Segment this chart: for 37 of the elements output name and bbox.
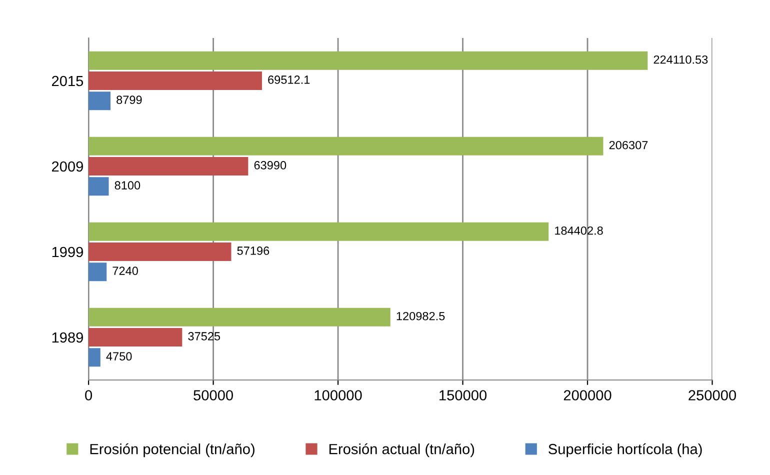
data-label: 37525 (188, 332, 220, 340)
data-label: 63990 (254, 161, 286, 170)
data-label: 4750 (106, 352, 132, 361)
bar (88, 156, 248, 176)
bar (88, 348, 100, 367)
data-label: 8799 (116, 96, 142, 104)
legend-label: Superficie hortícola (ha) (548, 443, 702, 458)
data-label: 206307 (609, 140, 648, 150)
bar (88, 92, 110, 110)
x-tick-label: 100000 (314, 390, 362, 400)
data-label: 7240 (112, 266, 138, 276)
y-tick-label: 1999 (52, 246, 83, 258)
x-tick-label: 250000 (688, 390, 736, 400)
legend-label: Erosión actual (tn/año) (329, 443, 474, 458)
y-tick-label: 2015 (52, 76, 84, 86)
data-label: 184402.8 (555, 226, 603, 235)
data-label: 224110.53 (654, 55, 708, 64)
legend-label: Erosión potencial (tn/año) (90, 443, 254, 458)
bar (88, 328, 182, 347)
data-label: 120982.5 (396, 312, 445, 320)
y-tick-label: 1989 (52, 332, 83, 343)
bar (88, 51, 648, 70)
x-tick-label: 200000 (564, 390, 612, 400)
bar (88, 242, 232, 262)
data-label: 69512.1 (268, 76, 310, 84)
bar (88, 136, 604, 156)
bar (88, 71, 262, 90)
x-tick-label: 0 (85, 390, 92, 400)
bar (88, 308, 390, 326)
x-tick-label: 150000 (440, 390, 487, 400)
data-label: 57196 (237, 246, 270, 255)
data-label: 8100 (114, 181, 140, 190)
x-tick-label: 50000 (194, 390, 233, 400)
bar (88, 177, 109, 196)
bar (88, 262, 107, 282)
y-tick-label: 2009 (52, 161, 83, 172)
bar (88, 222, 549, 241)
